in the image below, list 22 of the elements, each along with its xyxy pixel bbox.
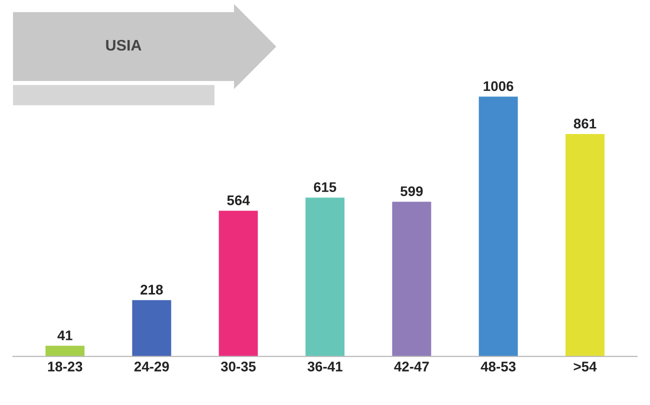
data-label: 564 xyxy=(227,195,250,206)
x-tick-label: 24-29 xyxy=(134,362,169,372)
bar xyxy=(46,346,84,356)
x-tick-label: 36-41 xyxy=(308,362,342,372)
bar xyxy=(392,202,432,356)
bar xyxy=(218,210,258,356)
x-tick-label: 18-23 xyxy=(48,362,82,372)
x-tick-label: 42-47 xyxy=(394,362,429,372)
chart-title: USIA xyxy=(106,40,142,51)
data-label: 861 xyxy=(574,118,596,129)
data-label: 615 xyxy=(314,182,336,192)
bar xyxy=(566,134,604,356)
bar xyxy=(306,198,344,356)
x-tick-label: >54 xyxy=(574,362,597,372)
x-tick-label: 48-53 xyxy=(480,362,516,372)
data-label: 599 xyxy=(400,186,423,196)
x-tick-label: 30-35 xyxy=(220,362,256,372)
data-label: 1006 xyxy=(484,81,514,92)
bar xyxy=(478,96,518,356)
bar xyxy=(132,300,172,356)
data-label: 218 xyxy=(140,284,163,295)
data-label: 41 xyxy=(57,330,72,340)
